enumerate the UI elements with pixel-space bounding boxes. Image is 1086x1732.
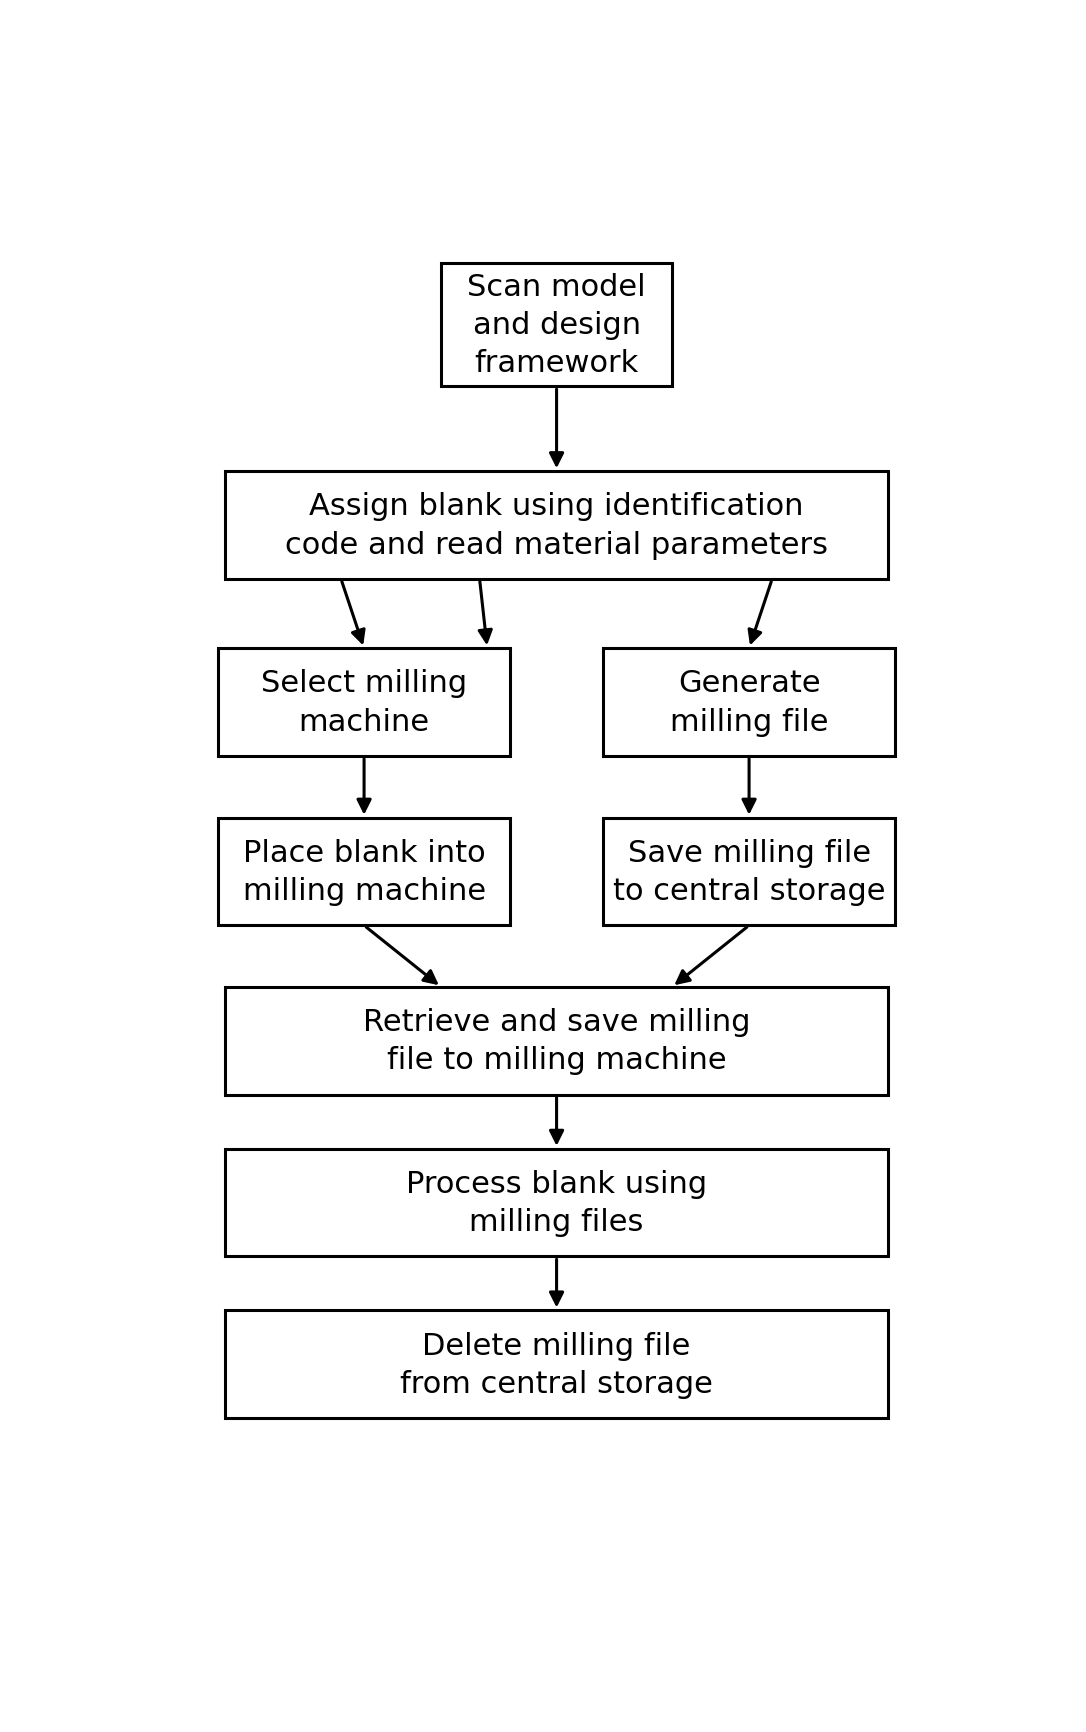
Text: Save milling file
to central storage: Save milling file to central storage — [613, 838, 885, 906]
Bar — [603, 650, 895, 757]
Bar — [226, 1311, 887, 1419]
Bar — [226, 1148, 887, 1257]
Text: Delete milling file
from central storage: Delete milling file from central storage — [400, 1330, 714, 1398]
Text: Process blank using
milling files: Process blank using milling files — [406, 1169, 707, 1237]
Text: Select milling
machine: Select milling machine — [261, 669, 467, 736]
Bar — [603, 818, 895, 927]
Bar — [226, 471, 887, 580]
Bar — [218, 818, 510, 927]
Bar — [218, 650, 510, 757]
Bar — [441, 263, 672, 388]
Bar — [226, 987, 887, 1095]
Text: Generate
milling file: Generate milling file — [670, 669, 829, 736]
Text: Scan model
and design
framework: Scan model and design framework — [467, 274, 646, 378]
Text: Retrieve and save milling
file to milling machine: Retrieve and save milling file to millin… — [363, 1008, 750, 1076]
Text: Assign blank using identification
code and read material parameters: Assign blank using identification code a… — [286, 492, 829, 559]
Text: Place blank into
milling machine: Place blank into milling machine — [242, 838, 485, 906]
